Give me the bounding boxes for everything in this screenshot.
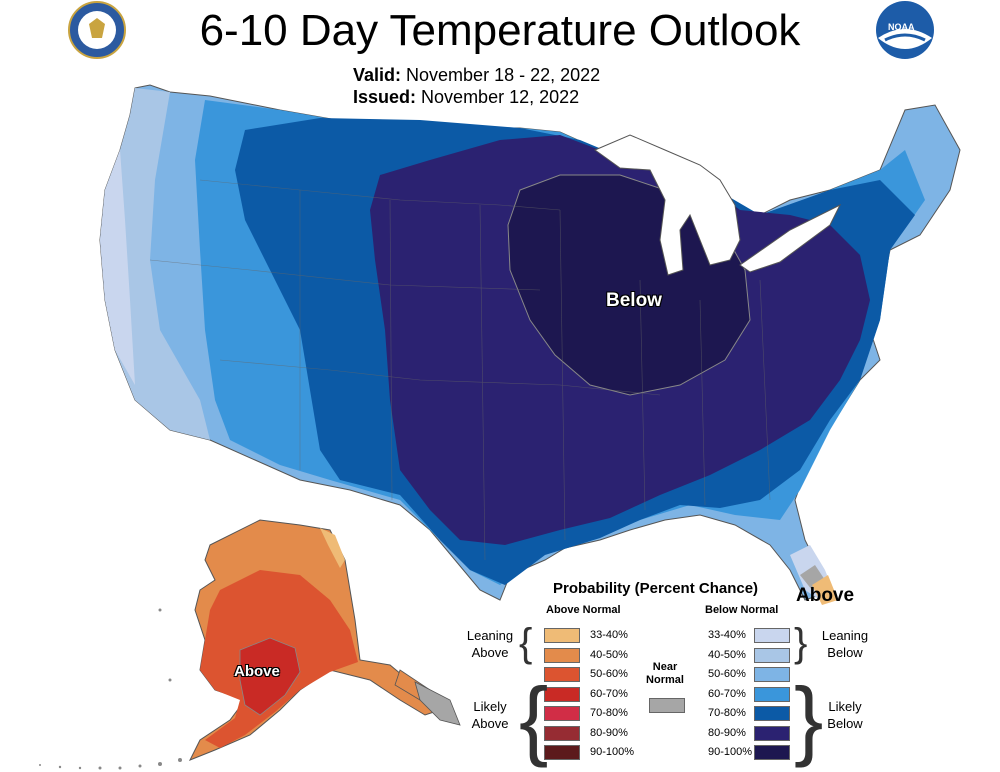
- alaska-panhandle-gray: [414, 681, 461, 726]
- legend-leaning-above: Leaning Above: [466, 628, 514, 660]
- commerce-seal-logo: [68, 1, 126, 59]
- legend-above-label: 33-40%: [590, 629, 628, 641]
- legend-below-label: 80-90%: [708, 726, 746, 739]
- map-label-above-florida: Above: [796, 585, 855, 606]
- aleutian-islands: [39, 608, 182, 770]
- map-label-above-alaska: Above: [234, 663, 280, 680]
- legend-below-label: 90-100%: [708, 746, 753, 758]
- legend-below-swatch: [754, 706, 790, 721]
- valid-label: Valid:: [353, 65, 402, 85]
- alaska-60-70: [239, 637, 301, 716]
- page-title: 6-10 Day Temperature Outlook: [199, 6, 801, 55]
- west-coast-33-40: [100, 150, 135, 385]
- issued-line: Issued: November 12, 2022: [353, 87, 579, 108]
- legend-likely-above: Likely Above: [471, 699, 509, 731]
- legend-above-header: Above Normal: [546, 604, 621, 616]
- legend-above-swatch: [544, 647, 580, 663]
- legend-below-swatch: [754, 686, 790, 702]
- legend-above-swatch: [544, 628, 580, 643]
- legend-below-swatch: [754, 745, 790, 760]
- issued-value: November 12, 2022: [421, 87, 580, 107]
- legend-below-swatch: [754, 725, 790, 741]
- issued-label: Issued:: [353, 87, 417, 107]
- brace-leaning-above: {: [519, 621, 533, 665]
- noaa-logo: [876, 1, 934, 59]
- legend-above-label: 50-60%: [590, 668, 628, 680]
- legend-below-label: 70-80%: [708, 707, 746, 719]
- map-label-below: Below: [606, 290, 662, 311]
- brace-likely-above: {: [519, 669, 549, 768]
- legend-likely-below: Likely Below: [827, 699, 863, 731]
- legend-above-label: 80-90%: [590, 726, 628, 739]
- legend-near-normal: Near Normal: [646, 661, 684, 686]
- great-lakes: [593, 134, 842, 276]
- legend-above-swatch: [544, 745, 580, 760]
- florida-above: [812, 575, 838, 605]
- legend-title: Probability (Percent Chance): [553, 580, 759, 597]
- legend-above-label: 70-80%: [590, 707, 628, 719]
- brace-likely-below: }: [794, 669, 824, 768]
- noaa-text: NOAA: [888, 22, 915, 32]
- legend-below-label: 60-70%: [708, 687, 746, 700]
- legend-leaning-below: Leaning Below: [821, 628, 869, 660]
- legend-above-swatch: [544, 667, 580, 682]
- legend-below-swatch: [754, 628, 790, 643]
- alaska-east-33-40: [320, 528, 345, 568]
- legend-above-label: 60-70%: [590, 687, 628, 700]
- legend-above-label: 40-50%: [590, 648, 628, 661]
- legend-above-swatch: [544, 706, 580, 721]
- band-90-100: [507, 174, 751, 396]
- legend-below-label: 40-50%: [708, 648, 746, 661]
- state-lines: [149, 179, 771, 561]
- legend-near-normal-swatch: [649, 698, 685, 713]
- legend-above-swatch: [544, 725, 580, 741]
- brace-leaning-below: }: [794, 621, 808, 665]
- valid-line: Valid: November 18 - 22, 2022: [353, 65, 600, 86]
- legend-below-label: 33-40%: [708, 629, 746, 641]
- valid-value: November 18 - 22, 2022: [406, 65, 601, 85]
- legend-below-swatch: [754, 647, 790, 663]
- legend-above-label: 90-100%: [590, 746, 635, 758]
- legend-below-swatch: [754, 667, 790, 682]
- legend-below-header: Below Normal: [705, 604, 779, 616]
- legend-below-label: 50-60%: [708, 668, 746, 680]
- legend-above-swatch: [544, 686, 580, 702]
